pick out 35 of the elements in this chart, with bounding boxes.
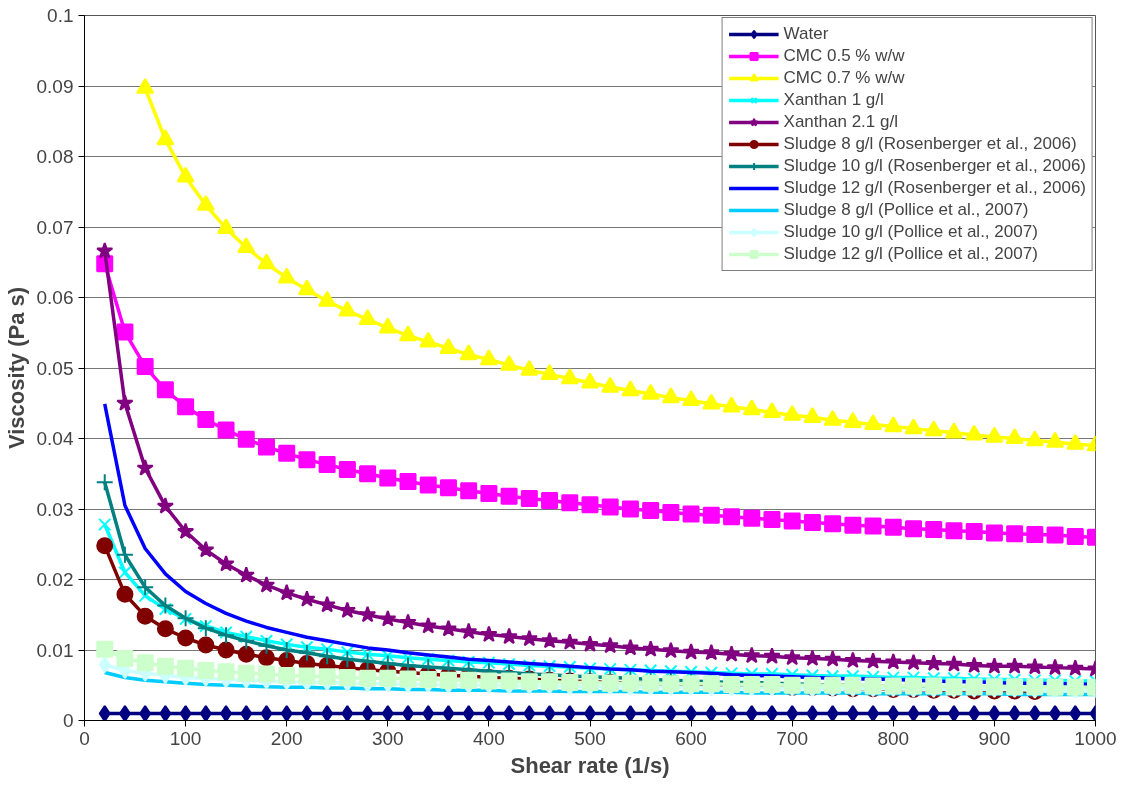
x-tick-label: 600 <box>675 727 707 749</box>
x-tick-label: 700 <box>776 727 809 749</box>
legend-label: Sludge 10 g/l (Pollice et al., 2007) <box>783 222 1038 242</box>
x-tick-label: 0 <box>79 727 90 749</box>
y-tick-label: 0.05 <box>36 357 74 379</box>
legend-label: Sludge 12 g/l (Rosenberger et al., 2006) <box>783 178 1086 198</box>
legend-label: Xanthan 2.1 g/l <box>783 112 898 132</box>
x-tick-label: 900 <box>978 727 1011 749</box>
legend-label: CMC 0.7 % w/w <box>783 68 905 88</box>
x-tick-label: 200 <box>270 727 303 749</box>
y-tick-label: 0.03 <box>36 498 74 520</box>
y-tick-label: 0.08 <box>36 146 74 167</box>
legend-label: Water <box>783 24 829 44</box>
y-tick-label: 0.01 <box>36 639 74 661</box>
legend-label: Sludge 8 g/l (Rosenberger et al., 2006) <box>783 134 1077 154</box>
x-axis-title: Shear rate (1/s) <box>510 752 670 778</box>
x-tick-label: 400 <box>473 727 505 749</box>
x-tick-label: 100 <box>169 727 202 749</box>
x-tick-label: 800 <box>877 727 910 749</box>
y-tick-label: 0.07 <box>36 216 74 238</box>
y-tick-label: 0.06 <box>36 287 74 308</box>
y-tick-label: 0.04 <box>36 428 74 449</box>
y-tick-label: 0 <box>62 710 74 731</box>
y-tick-label: 0.09 <box>36 75 74 97</box>
legend-label: Sludge 12 g/l (Pollice et al., 2007) <box>783 244 1038 264</box>
legend-label: CMC 0.5 % w/w <box>783 46 905 66</box>
x-tick-label: 1000 <box>1074 727 1117 749</box>
y-axis-title: Viscosity (Pa s) <box>3 286 29 450</box>
legend-label: Sludge 8 g/l (Pollice et al., 2007) <box>783 200 1029 220</box>
x-tick-label: 300 <box>371 727 404 749</box>
x-tick-label: 500 <box>574 727 606 749</box>
legend-label: Sludge 10 g/l (Rosenberger et al., 2006) <box>783 156 1086 176</box>
y-tick-label: 0.02 <box>36 569 74 590</box>
legend-label: Xanthan 1 g/l <box>783 90 884 110</box>
y-tick-label: 0.1 <box>47 5 74 26</box>
